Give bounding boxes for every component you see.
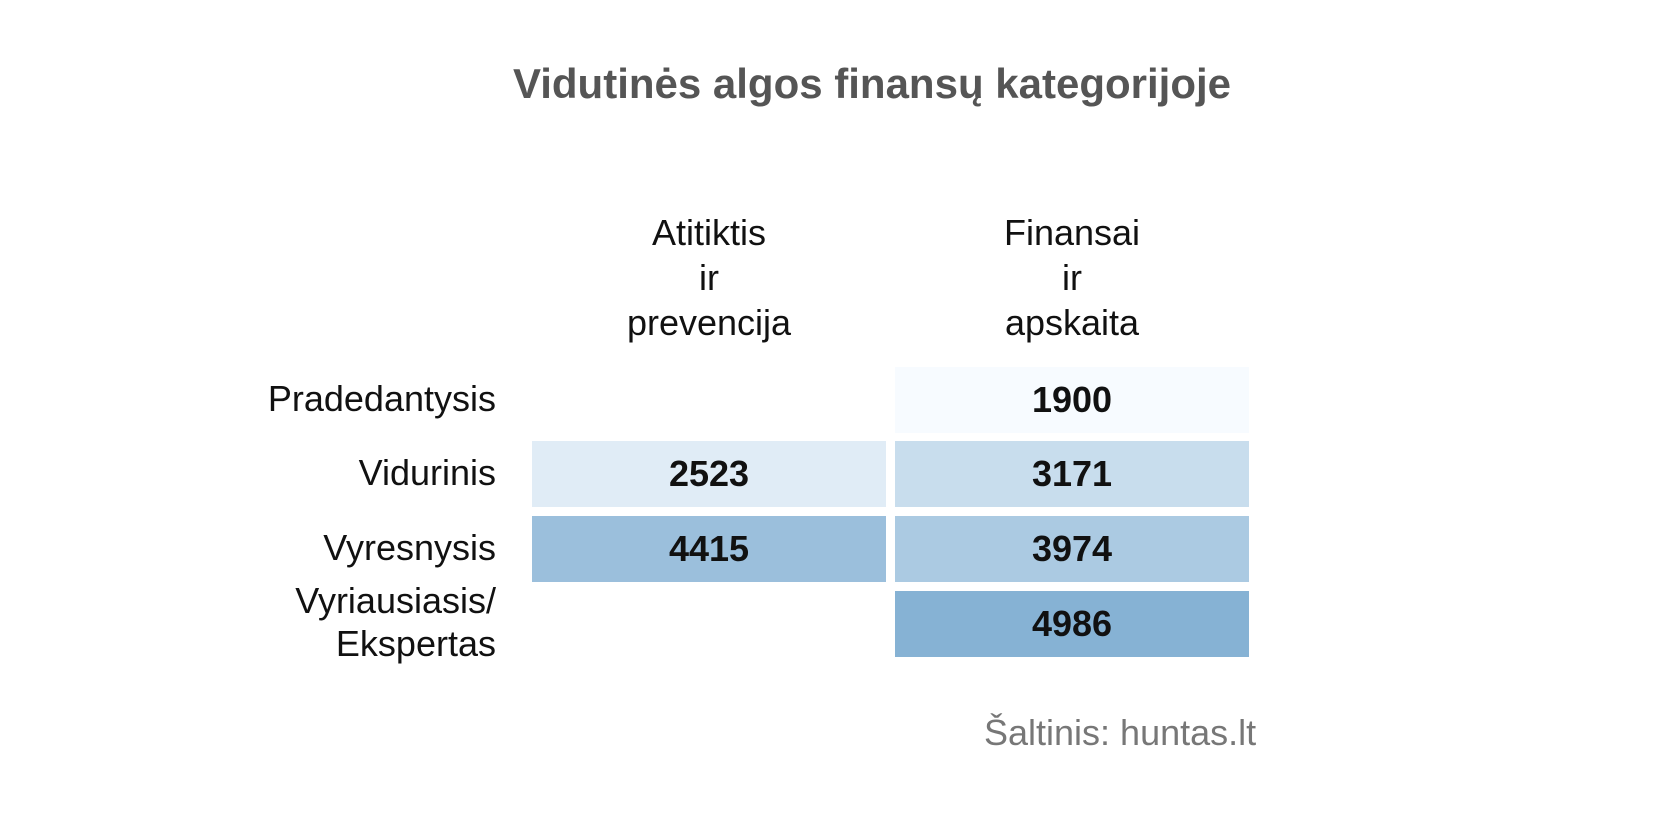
heatmap-cell: 3171 [895,441,1249,507]
chart-title: Vidutinės algos finansų kategorijoje [512,60,1232,107]
column-header: Finansai ir apskaita [1003,212,1141,343]
heatmap-cell: 4986 [895,591,1249,657]
column-header: Atitiktis ir prevencija [626,212,792,343]
row-label: Pradedantysis [267,377,496,419]
source-note: Šaltinis: huntas.lt [984,712,1257,753]
heatmap-cell: 3974 [895,516,1249,582]
row-label: Vyriausiasis/ Ekspertas [295,580,496,664]
row-label: Vidurinis [358,451,496,493]
row-label: Vyresnysis [323,526,496,568]
heatmap-cell: 1900 [895,367,1249,433]
heatmap-cell: 2523 [532,441,886,507]
heatmap-cell: 4415 [532,516,886,582]
